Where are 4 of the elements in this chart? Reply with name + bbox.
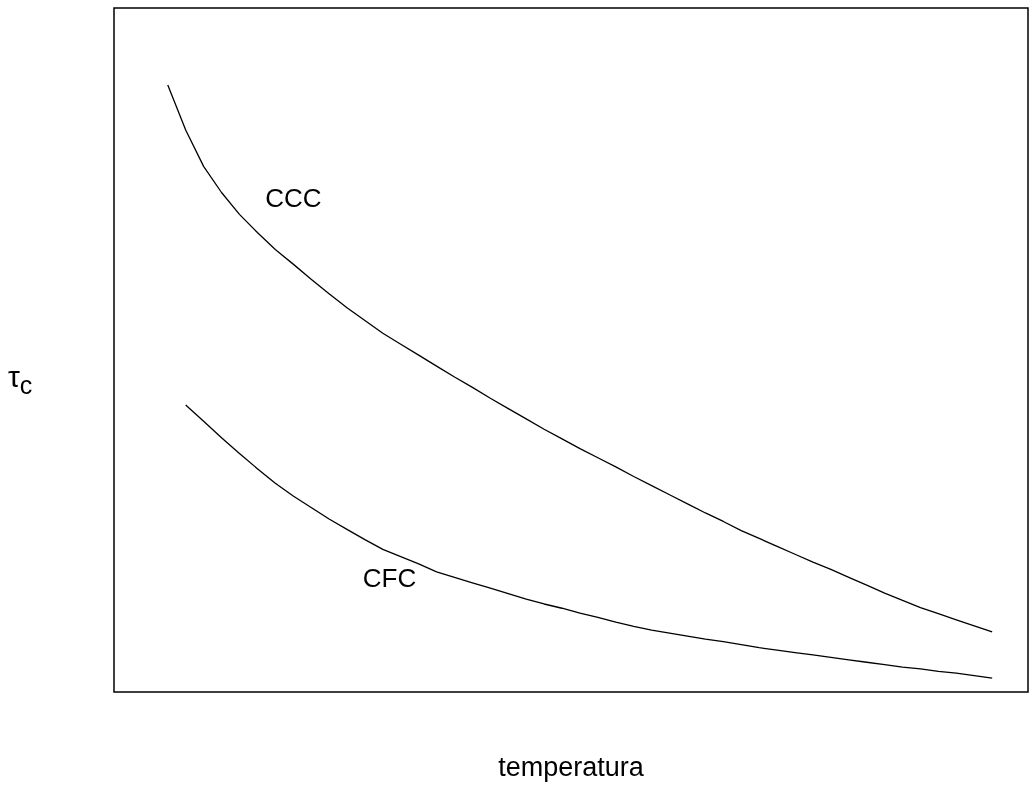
- series-label: CCC: [265, 182, 322, 213]
- y-axis-title: τ$_{c}$: [8, 360, 33, 400]
- series-label: CFC: [362, 562, 417, 593]
- x-axis-title: temperatura: [497, 752, 645, 783]
